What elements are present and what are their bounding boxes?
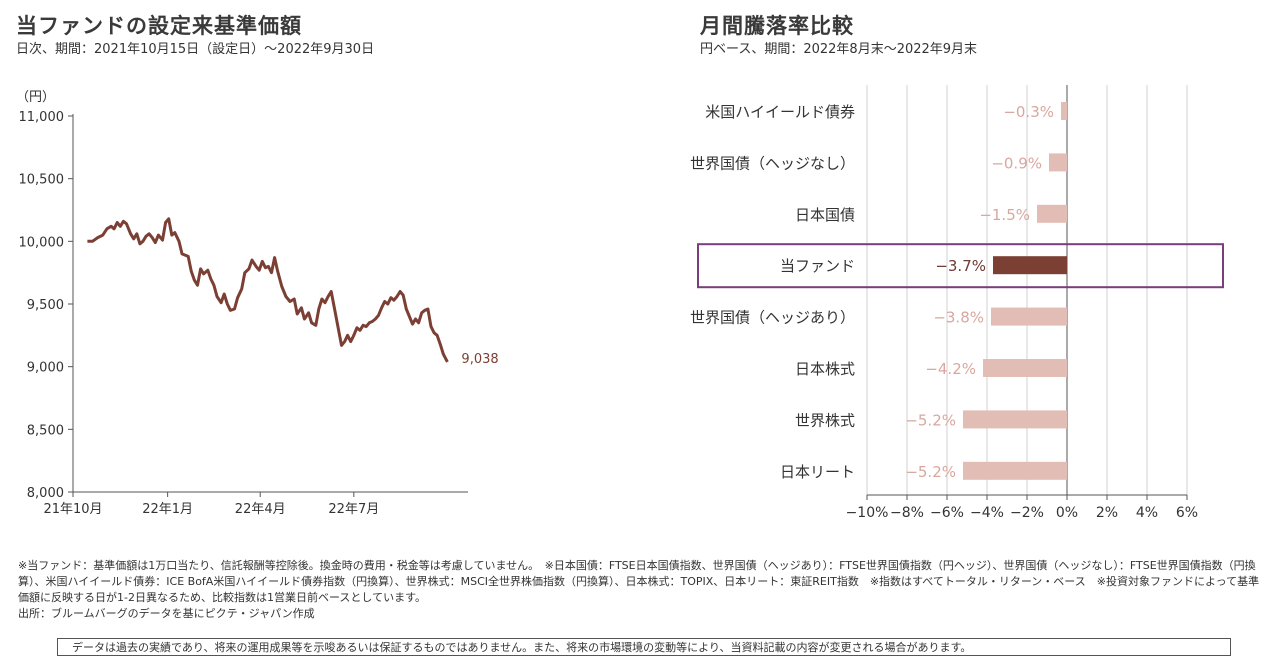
bar xyxy=(963,461,1067,480)
y-tick-label: 8,500 xyxy=(27,423,64,438)
nav-line-chart: （円） 8,000 8,500 9,000 9,500 10,000 10,500 11,00… xyxy=(16,90,499,517)
category-label: 米国ハイイールド債券 xyxy=(705,103,855,121)
category-label: 世界株式 xyxy=(795,411,855,429)
footnote-sources: ※当ファンド：基準価額は1万口当たり、信託報酬等控除後。換金時の費用・税金等は考… xyxy=(18,559,1260,604)
bar xyxy=(1037,204,1067,223)
value-label: −3.8% xyxy=(933,309,984,327)
nav-series-line xyxy=(87,217,449,363)
line-chart-subtitle: 日次、期間：2021年10月15日（設定日）〜2022年9月30日 xyxy=(16,42,375,57)
x-tick-label: 6% xyxy=(1176,505,1198,521)
category-label: 日本国債 xyxy=(795,206,855,224)
monthly-return-bar-chart: −10% −8% −6% −4% −2% 0% 2% 4% 6% 米国ハイイールド債券 −0.3% 世… xyxy=(690,85,1224,521)
category-label: 日本株式 xyxy=(795,360,855,378)
value-label: −4.2% xyxy=(925,360,976,378)
y-unit-label: （円） xyxy=(16,90,55,105)
disclaimer-box: データは過去の実績であり、将来の運用成果等を示唆あるいは保証するものではありませ… xyxy=(57,638,1231,656)
highlight-box xyxy=(697,243,1224,289)
y-tick-label: 9,500 xyxy=(27,298,64,313)
category-label: 当ファンド xyxy=(780,257,855,275)
x-tick-label: −4% xyxy=(970,505,1004,521)
x-tick-label: 22年7月 xyxy=(328,502,379,517)
value-label: −0.3% xyxy=(1003,103,1054,121)
bar xyxy=(1049,153,1067,172)
footnote-origin: 出所：ブルームバーグのデータを基にピクテ・ジャパン作成 xyxy=(18,607,315,620)
y-tick-label: 11,000 xyxy=(19,110,65,125)
x-tick-label: 4% xyxy=(1136,505,1158,521)
bar xyxy=(991,307,1067,326)
value-label: −5.2% xyxy=(905,463,956,481)
x-tick-label: 21年10月 xyxy=(43,502,102,517)
x-tick-label: 2% xyxy=(1096,505,1118,521)
x-tick-label: −2% xyxy=(1010,505,1044,521)
bar xyxy=(1061,102,1067,120)
footnotes: ※当ファンド：基準価額は1万口当たり、信託報酬等控除後。換金時の費用・税金等は考… xyxy=(18,558,1268,622)
value-label: −3.7% xyxy=(935,257,986,275)
bar xyxy=(993,256,1067,275)
value-label: −1.5% xyxy=(979,206,1030,224)
y-tick-label: 10,000 xyxy=(19,235,65,250)
y-tick-label: 9,000 xyxy=(27,361,64,376)
x-tick-label: 22年1月 xyxy=(142,502,193,517)
bar xyxy=(983,359,1067,377)
y-tick-label: 8,000 xyxy=(27,486,64,501)
x-tick-label: 0% xyxy=(1056,505,1078,521)
bar-chart-title: 月間騰落率比較 xyxy=(700,14,854,38)
y-tick-label: 10,500 xyxy=(19,173,65,188)
x-tick-label: 22年4月 xyxy=(235,502,286,517)
category-label: 日本リート xyxy=(780,463,855,481)
x-tick-label: −6% xyxy=(930,505,964,521)
category-label: 世界国債（ヘッジあり） xyxy=(690,309,855,327)
x-tick-label: −10% xyxy=(846,505,889,521)
value-label: −5.2% xyxy=(905,411,956,429)
line-chart-title: 当ファンドの設定来基準価額 xyxy=(16,14,302,38)
end-value-label: 9,038 xyxy=(461,352,498,367)
bar xyxy=(963,410,1067,429)
category-label: 世界国債（ヘッジなし） xyxy=(690,154,855,172)
value-label: −0.9% xyxy=(991,154,1042,172)
bar-chart-subtitle: 円ベース、期間：2022年8月末〜2022年9月末 xyxy=(700,42,978,57)
x-tick-label: −8% xyxy=(890,505,924,521)
